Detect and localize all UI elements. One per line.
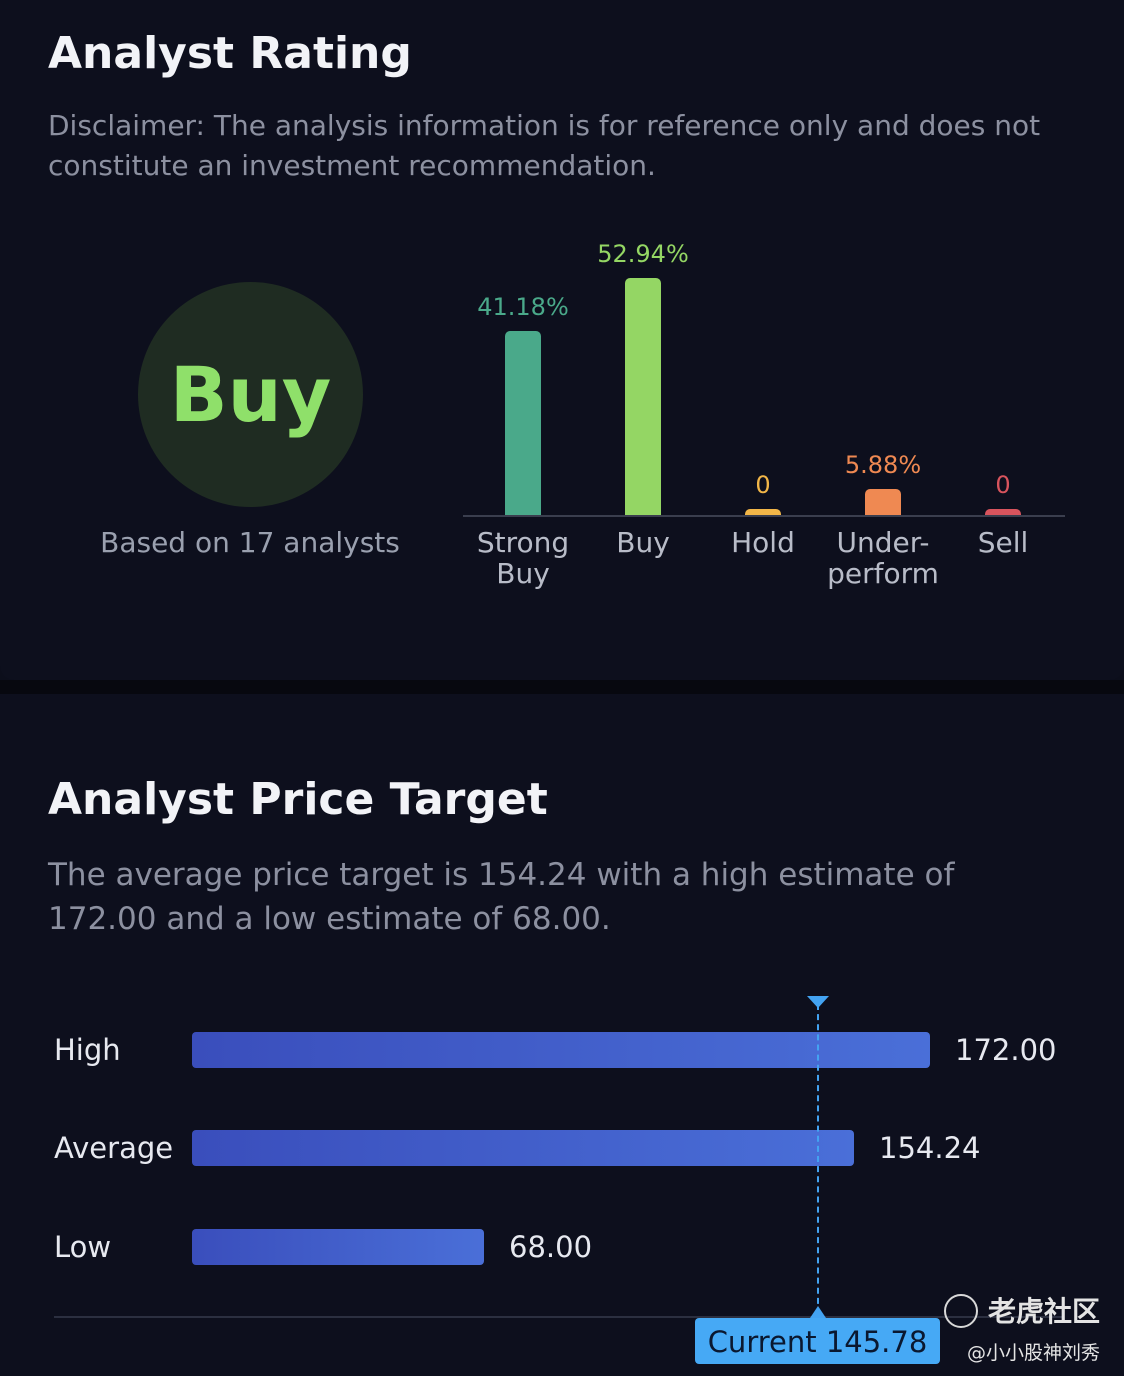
bar-category-label: Under-perform: [827, 526, 939, 590]
bar-buy: [625, 278, 661, 515]
price-target-title: Analyst Price Target: [48, 774, 548, 825]
price-row-label-average: Average: [54, 1131, 174, 1165]
analyst-count: Based on 17 analysts: [100, 526, 400, 559]
disclaimer-text: Disclaimer: The analysis information is …: [48, 109, 1041, 182]
watermark-user: @小小股神刘秀: [966, 1342, 1100, 1364]
price-value-high: 172.00: [955, 1033, 1057, 1067]
bar-category-label: Hold: [731, 526, 795, 559]
consensus-badge: Buy: [138, 282, 363, 507]
bar-value-label: 5.88%: [844, 451, 922, 479]
price-bar-average: [192, 1130, 854, 1166]
price-value-low: 68.00: [509, 1230, 593, 1264]
price-row-label-low: Low: [54, 1230, 112, 1264]
bar-under-perform: [865, 489, 901, 515]
bar-value-label: 52.94%: [597, 240, 689, 268]
bar-value-label: 41.18%: [477, 293, 569, 321]
bar-value-label: 0: [995, 471, 1011, 499]
current-price-marker-top: [807, 996, 829, 1008]
bar-hold: [745, 509, 781, 515]
current-price-marker-bottom: [810, 1306, 826, 1318]
bar-category-label: Sell: [977, 526, 1029, 559]
chart-baseline: [463, 515, 1065, 517]
price-bar-high: [192, 1032, 930, 1068]
bar-sell: [985, 509, 1021, 515]
price-value-average: 154.24: [879, 1131, 981, 1165]
price-target-summary: The average price target is 154.24 with …: [48, 857, 955, 937]
bar-category-label: Buy: [616, 526, 670, 559]
bar-category-label: Strong Buy: [476, 526, 570, 590]
consensus-label: Buy: [169, 350, 332, 439]
bar-value-label: 0: [755, 471, 771, 499]
price-bar-low: [192, 1229, 484, 1265]
current-price-badge: Current 145.78: [695, 1318, 940, 1364]
current-price-line: [817, 1004, 819, 1314]
watermark-brand: 老虎社区: [987, 1295, 1100, 1328]
tiger-logo-icon: [944, 1294, 978, 1328]
price-axis-line: [54, 1316, 1064, 1318]
bar-strong-buy: [505, 331, 541, 515]
rating-title: Analyst Rating: [48, 28, 412, 79]
section-divider: [0, 680, 1124, 694]
price-row-label-high: High: [54, 1033, 121, 1067]
